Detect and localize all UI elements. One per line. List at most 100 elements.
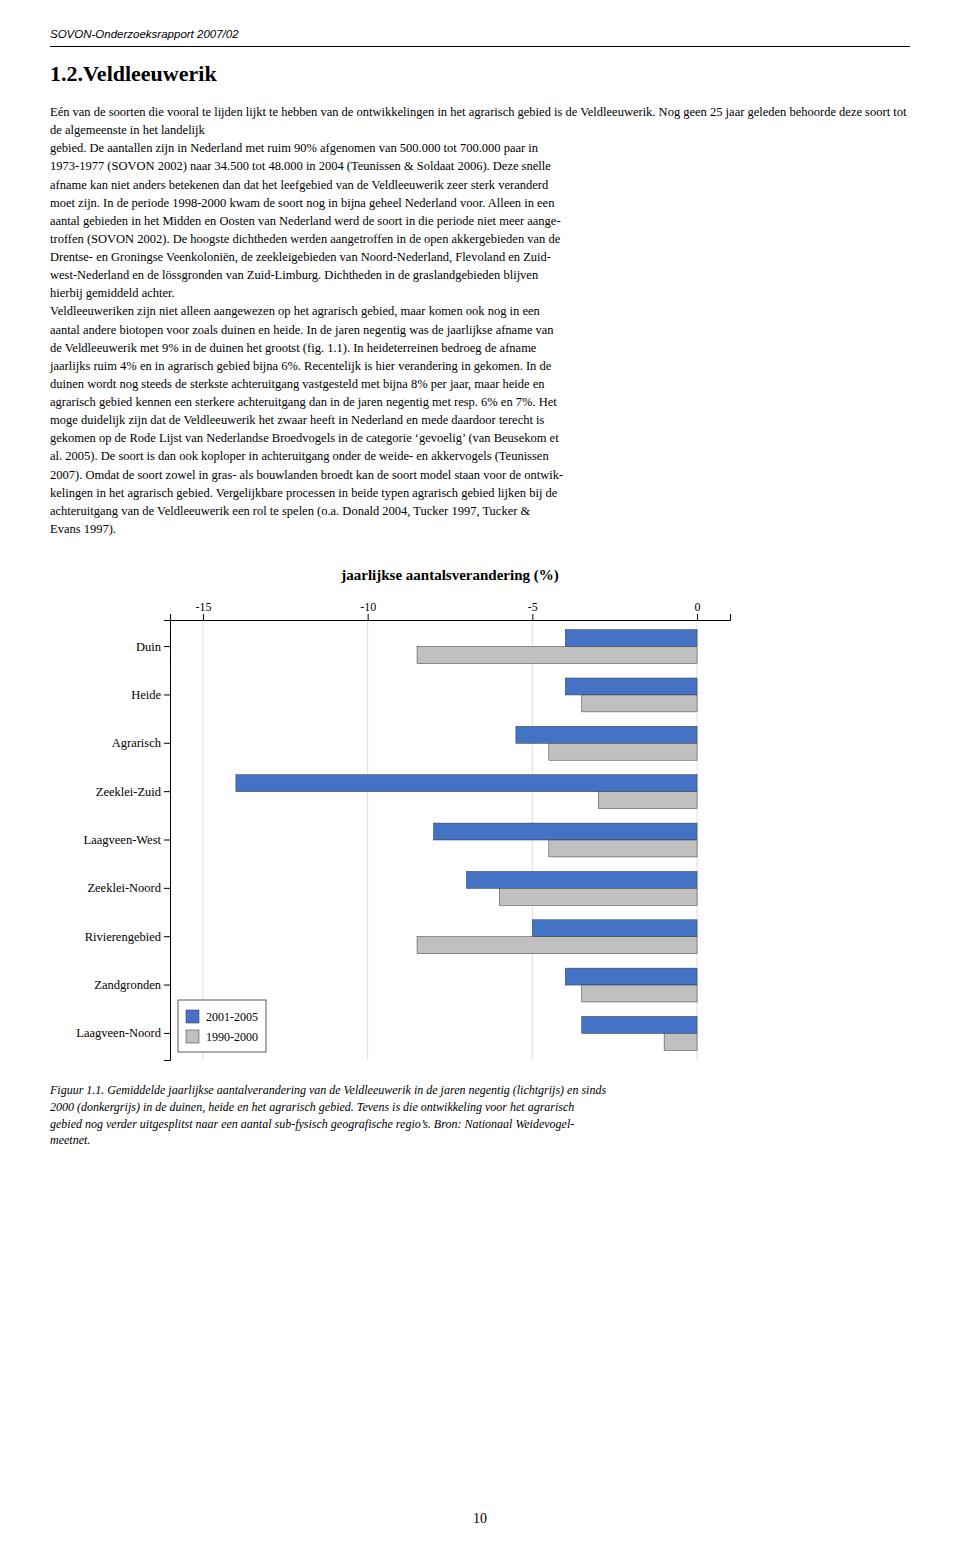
- legend-swatch: [186, 1010, 199, 1023]
- axis-line: [171, 614, 731, 621]
- body-line: moge duidelijk zijn dat de Veldleeuwerik…: [50, 411, 910, 429]
- tick-label: Zeeklei-Zuid: [96, 785, 162, 799]
- body-line: Veldleeuweriken zijn niet alleen aangewe…: [50, 302, 910, 320]
- body-line: Drentse- en Groningse Veenkoloniën, de …: [50, 248, 910, 266]
- legend: 2001-2005 1990-2000: [178, 1000, 266, 1052]
- body-line: moet zijn. In de periode 1998-2000 kwam …: [50, 194, 910, 212]
- tick: -10: [360, 600, 376, 620]
- bar: [417, 937, 697, 954]
- tick: -5: [528, 600, 538, 620]
- legend-label: 2001-2005: [206, 1010, 258, 1024]
- body-line: hierbij gemiddeld achter.: [50, 284, 910, 302]
- caption-line: 2000 (donkergrijs) in de duinen, heide e…: [50, 1099, 910, 1116]
- body-line: achteruitgang van de Veldleeuwerik een r…: [50, 502, 910, 520]
- body-line: Evans 1997).: [50, 520, 910, 538]
- page: SOVON-Onderzoeksrapport 2007/02 1.2.Veldl…: [0, 0, 960, 1553]
- body-line: Eén van de soorten die vooral te lijden …: [50, 103, 910, 139]
- caption-line: gebied nog verder uitgesplitst naar een …: [50, 1116, 910, 1133]
- tick-mark: [164, 985, 170, 986]
- body-line: al. 2005). De soort is dan ook koploper …: [50, 447, 910, 465]
- bar: [549, 840, 697, 857]
- legend-swatch: [186, 1030, 199, 1043]
- bar: [466, 871, 697, 888]
- tick: Laagveen-Noord: [76, 1026, 170, 1040]
- tick-label: Rivierengebied: [85, 930, 162, 944]
- body-line: troffen (SOVON 2002). De hoogste dichthe…: [50, 230, 910, 248]
- bar: [434, 823, 698, 840]
- tick-mark: [368, 614, 369, 620]
- x-axis: -15 -10 -5 0: [171, 600, 731, 621]
- body-line: west-Nederland en de lössgronden van Zui…: [50, 266, 910, 284]
- page-number: 10: [0, 1511, 960, 1527]
- tick-mark: [164, 743, 170, 744]
- section-title: 1.2.Veldleeuwerik: [50, 61, 910, 87]
- grid-line: [367, 620, 368, 1060]
- body-line: agrarisch gebied kennen een sterkere ach…: [50, 393, 910, 411]
- body-line: duinen wordt nog steeds de sterkste acht…: [50, 375, 910, 393]
- body-line: gebied. De aantallen zijn in Nederland m…: [50, 139, 910, 157]
- body-line: kelingen in het agrarisch gebied. Vergel…: [50, 484, 910, 502]
- body-line: 2007). Omdat de soort zowel in gras- als…: [50, 466, 910, 484]
- body-text: Eén van de soorten die vooral te lijden …: [50, 103, 910, 538]
- tick-label: -10: [360, 600, 376, 614]
- bar: [236, 775, 697, 792]
- bar: [516, 726, 697, 743]
- legend-item: 1990-2000: [186, 1030, 258, 1044]
- bar-series: [236, 630, 697, 1034]
- bar: [549, 743, 697, 760]
- body-line: aantal gebieden in het Midden en Oosten …: [50, 212, 910, 230]
- bar: [532, 920, 697, 937]
- legend-item: 2001-2005: [186, 1010, 258, 1024]
- tick-label: -5: [528, 600, 538, 614]
- legend-frame: [178, 1000, 266, 1052]
- header: SOVON-Onderzoeksrapport 2007/02: [50, 28, 910, 40]
- bar: [499, 888, 697, 905]
- legend-label: 1990-2000: [206, 1030, 258, 1044]
- tick: Zeeklei-Zuid: [96, 785, 170, 799]
- tick-mark: [697, 614, 698, 620]
- tick: Agrarisch: [112, 736, 170, 750]
- body-line: 1973-1977 (SOVON 2002) naar 34.500 tot 4…: [50, 157, 910, 175]
- tick-mark: [164, 1033, 170, 1034]
- tick-mark: [164, 888, 170, 889]
- body-line: de Veldleeuwerik met 9% in de duinen het…: [50, 339, 910, 357]
- bar: [565, 678, 697, 695]
- tick-label: Laagveen-West: [84, 833, 162, 847]
- body-line: afname kan niet anders betekenen dan dat…: [50, 176, 910, 194]
- tick-label: -15: [195, 600, 211, 614]
- bar: [582, 1016, 697, 1033]
- axis-line: [164, 621, 171, 1061]
- header-rule: [50, 46, 910, 47]
- bar: [565, 630, 697, 647]
- tick-label: Heide: [131, 688, 161, 702]
- tick-label: Agrarisch: [112, 736, 162, 750]
- tick: -15: [195, 600, 211, 620]
- body-line: aantal andere biotopen voor zoals duinen…: [50, 321, 910, 339]
- tick: Laagveen-West: [84, 833, 170, 847]
- tick-mark: [164, 840, 170, 841]
- bar: [582, 695, 697, 712]
- tick-mark: [203, 614, 204, 620]
- bar: [582, 985, 697, 1002]
- chart: -15 -10 -5 0 Duin Heide Agrarisch Zeeklei-Zuid L…: [50, 556, 910, 1076]
- tick-mark: [164, 936, 170, 937]
- tick-mark: [164, 791, 170, 792]
- tick-label: Zandgronden: [94, 978, 161, 992]
- body-line: jaarlijks ruim 4% en in agrarisch gebied…: [50, 357, 910, 375]
- tick-label: Duin: [136, 640, 162, 654]
- caption-line: meetnet.: [50, 1132, 910, 1149]
- bar: [565, 968, 697, 985]
- bar: [598, 792, 697, 809]
- tick-label: 0: [695, 600, 701, 614]
- tick: Rivierengebied: [85, 930, 170, 944]
- tick-label: Laagveen-Noord: [76, 1026, 161, 1040]
- figure-caption: Figuur 1.1. Gemiddelde jaarlijkse aantal…: [50, 1082, 910, 1149]
- tick-mark: [164, 646, 170, 647]
- tick: Zeeklei-Noord: [87, 881, 170, 895]
- tick: 0: [695, 600, 701, 620]
- caption-line: Figuur 1.1. Gemiddelde jaarlijkse aantal…: [50, 1082, 910, 1099]
- tick: Duin: [136, 640, 170, 654]
- bars: [236, 630, 697, 1051]
- tick-label: Zeeklei-Noord: [87, 881, 161, 895]
- y-axis: Duin Heide Agrarisch Zeeklei-Zuid Laagveen-W…: [76, 621, 170, 1061]
